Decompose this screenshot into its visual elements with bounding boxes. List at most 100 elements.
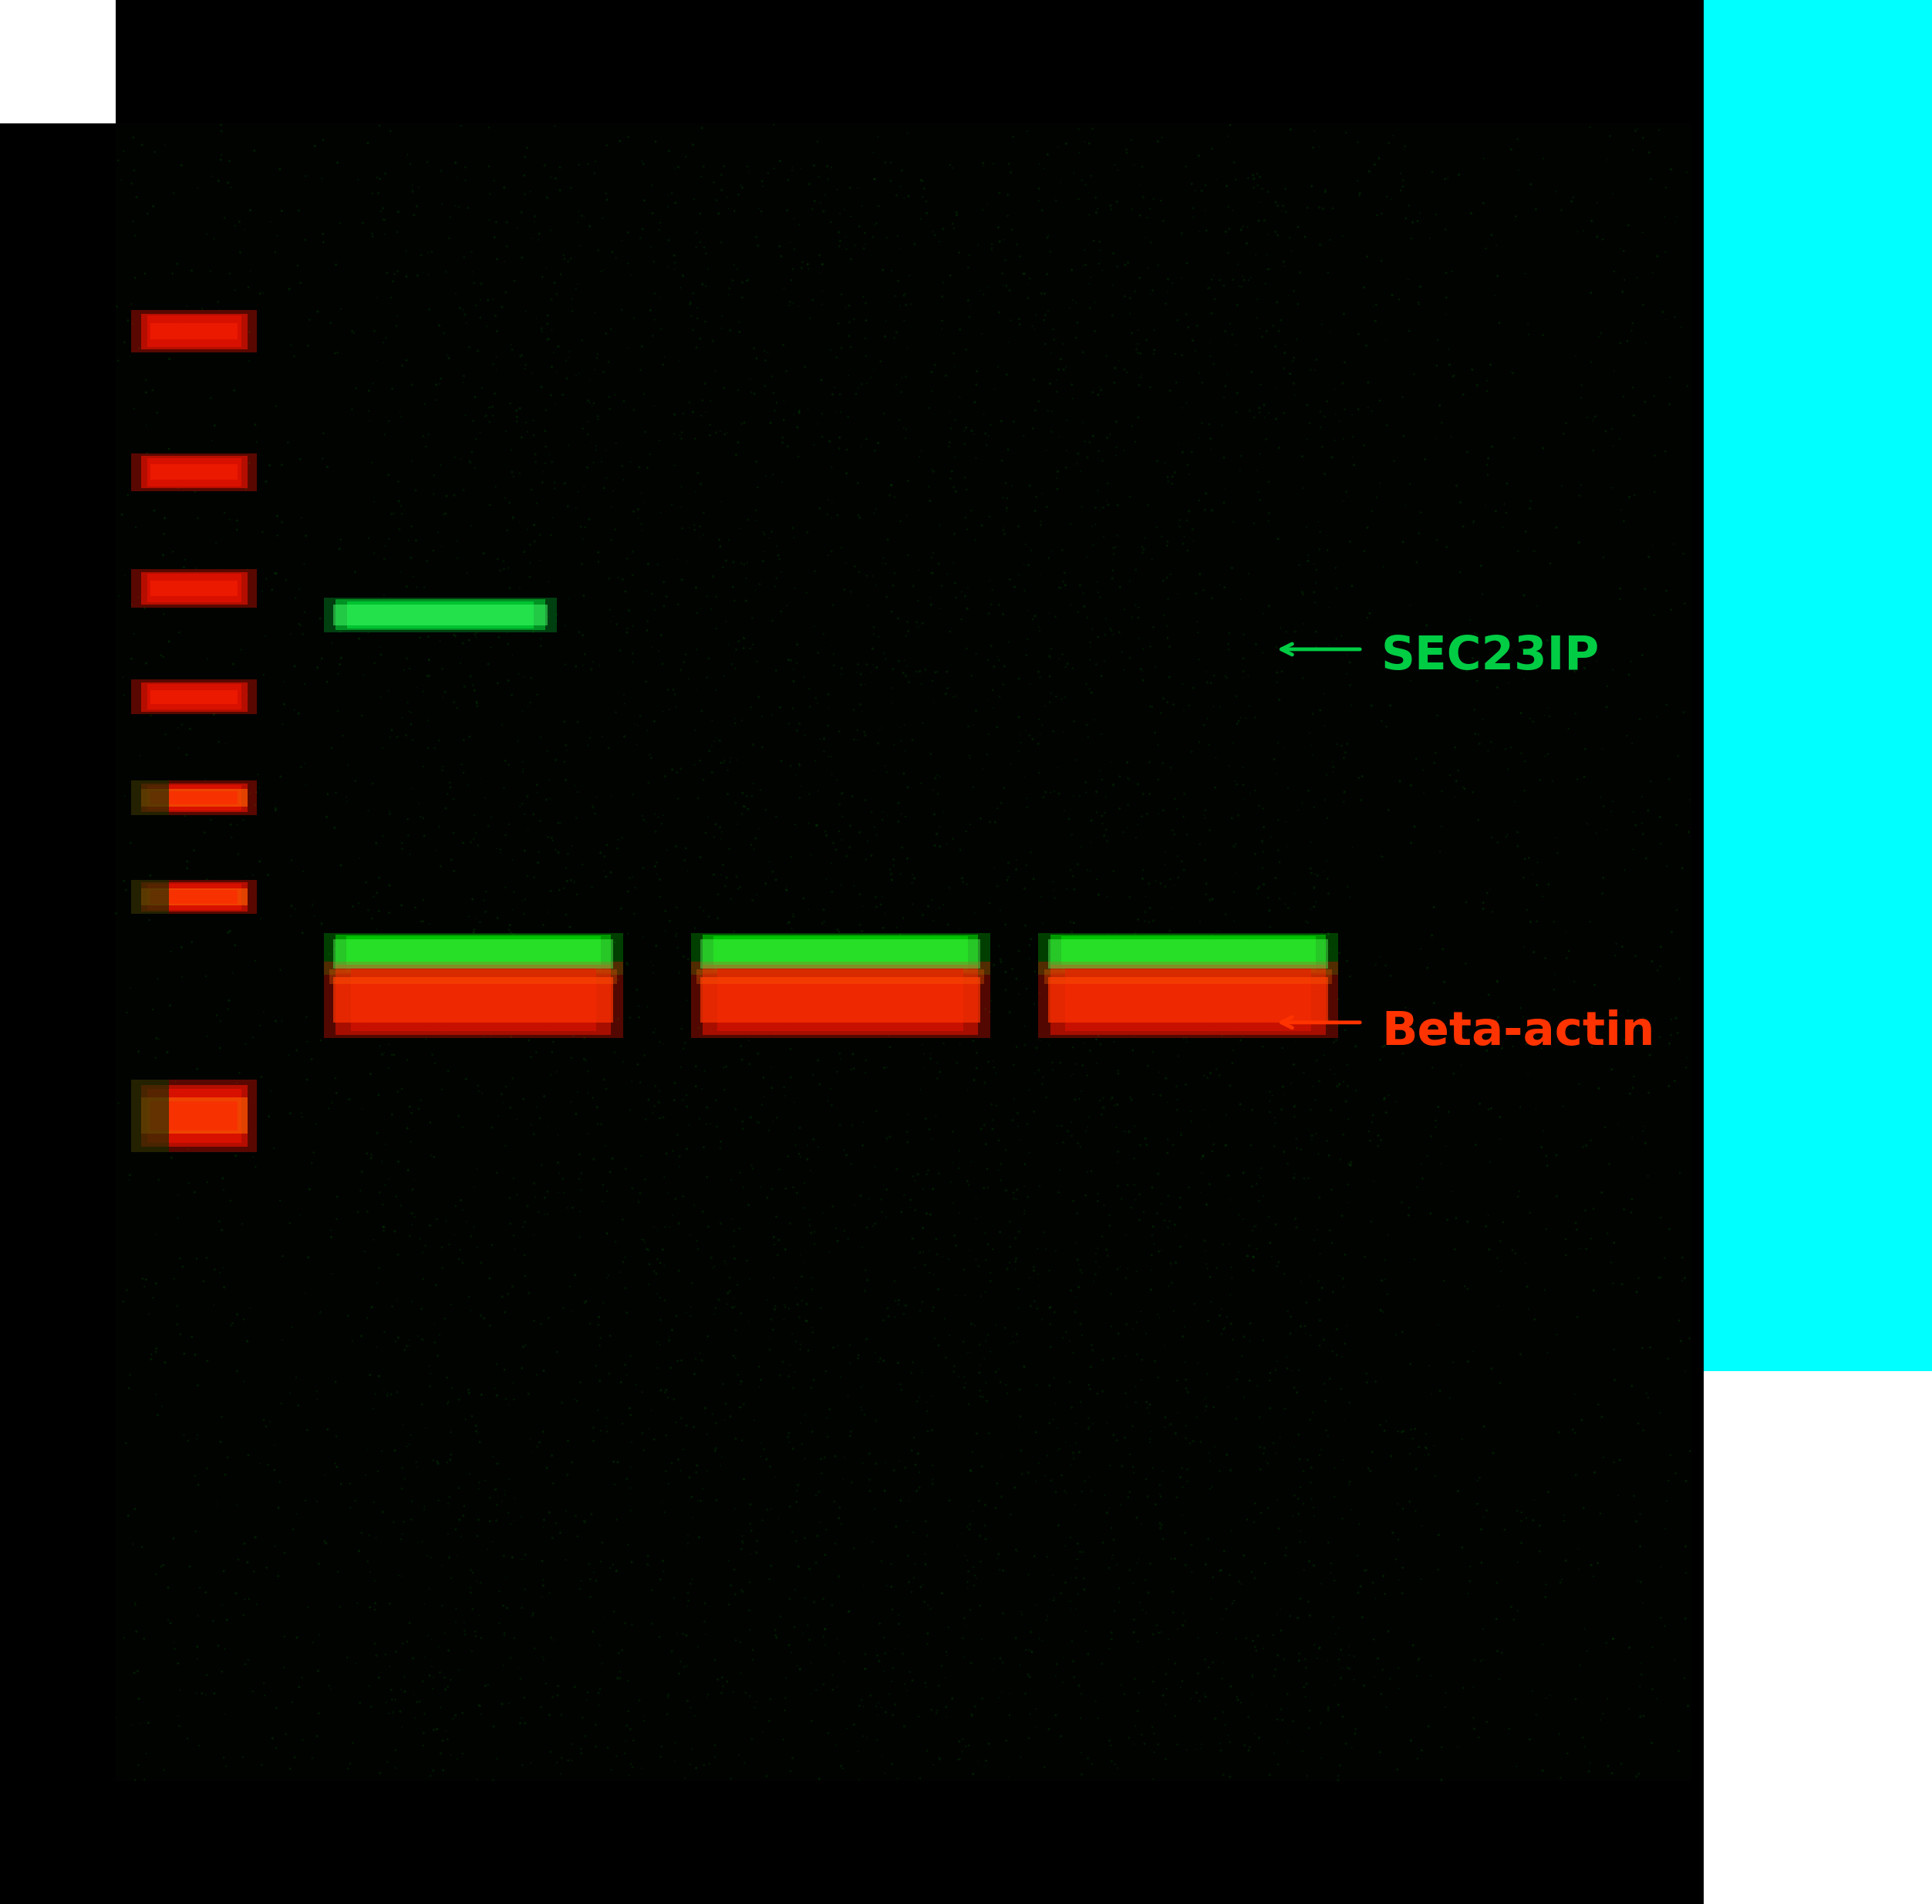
Point [997, 122, 1028, 152]
Point [802, 409, 833, 440]
Point [427, 1550, 458, 1580]
Point [533, 324, 564, 354]
Point [952, 1009, 983, 1040]
Point [1041, 377, 1072, 407]
Point [309, 1527, 340, 1557]
Point [680, 1457, 711, 1487]
Point [1097, 1083, 1128, 1114]
Point [1080, 1024, 1111, 1055]
Point [1213, 122, 1244, 152]
Point [624, 451, 655, 482]
Point [634, 1270, 665, 1300]
Point [193, 1083, 224, 1114]
Point [995, 564, 1026, 594]
Bar [717, 969, 964, 1030]
Point [446, 1698, 477, 1729]
Point [641, 1352, 672, 1382]
Point [497, 1062, 527, 1093]
Point [410, 388, 440, 419]
Point [1215, 1455, 1246, 1485]
Point [493, 914, 524, 944]
Point [724, 872, 755, 902]
Point [1300, 887, 1331, 918]
Point [1445, 487, 1476, 518]
Point [775, 906, 806, 937]
Point [1053, 1116, 1084, 1146]
Point [489, 1540, 520, 1571]
Point [578, 1144, 609, 1175]
Point [1244, 1401, 1275, 1432]
Point [1190, 495, 1221, 526]
Point [893, 1506, 923, 1537]
Point [452, 558, 483, 588]
Point [916, 1380, 947, 1411]
Point [775, 1062, 806, 1093]
Point [705, 415, 736, 446]
Point [1304, 396, 1335, 426]
Point [1432, 162, 1463, 192]
Point [912, 1736, 943, 1767]
Point [744, 1371, 775, 1401]
Point [213, 994, 243, 1024]
Point [373, 1746, 404, 1776]
Point [829, 948, 860, 979]
Point [551, 765, 582, 796]
Point [1416, 1378, 1447, 1409]
Point [1260, 331, 1291, 362]
Point [506, 788, 537, 819]
Point [1082, 1378, 1113, 1409]
Point [641, 931, 672, 962]
Point [1323, 406, 1354, 436]
Point [442, 543, 473, 573]
Point [1424, 836, 1455, 866]
Point [769, 406, 800, 436]
Point [433, 779, 464, 809]
Point [846, 1232, 877, 1262]
Point [1571, 1196, 1602, 1226]
Point [997, 215, 1028, 246]
Point [1061, 1409, 1092, 1439]
Point [609, 722, 639, 752]
Point [1428, 935, 1459, 965]
Point [1264, 805, 1294, 836]
Point [456, 257, 487, 288]
Point [682, 1451, 713, 1481]
Point [440, 621, 471, 651]
Point [274, 1378, 305, 1409]
Point [709, 373, 740, 404]
Point [1223, 1567, 1254, 1597]
Point [1422, 1310, 1453, 1340]
Point [1264, 1247, 1294, 1278]
Point [713, 779, 744, 809]
Point [808, 1622, 838, 1653]
Point [1273, 1148, 1304, 1179]
Point [869, 548, 900, 579]
Point [587, 722, 618, 752]
Point [1578, 404, 1609, 434]
Point [1090, 821, 1121, 851]
Point [191, 1660, 222, 1691]
Point [325, 849, 355, 880]
Point [541, 967, 572, 998]
Point [726, 169, 757, 200]
Point [1667, 853, 1698, 883]
Point [1619, 400, 1650, 430]
Point [1177, 436, 1208, 466]
Point [1287, 788, 1318, 819]
Point [790, 1399, 821, 1430]
Point [325, 293, 355, 324]
Point [394, 1607, 425, 1637]
Point [582, 1396, 612, 1426]
Point [1590, 415, 1621, 446]
Point [1414, 1198, 1445, 1228]
Point [1001, 1243, 1032, 1274]
Point [1248, 206, 1279, 236]
Bar [131, 781, 170, 815]
Point [263, 520, 294, 550]
Point [956, 415, 987, 446]
Point [821, 396, 852, 426]
Point [1321, 1072, 1352, 1102]
Point [1399, 811, 1430, 842]
Point [498, 982, 529, 1013]
Point [1627, 1333, 1658, 1363]
